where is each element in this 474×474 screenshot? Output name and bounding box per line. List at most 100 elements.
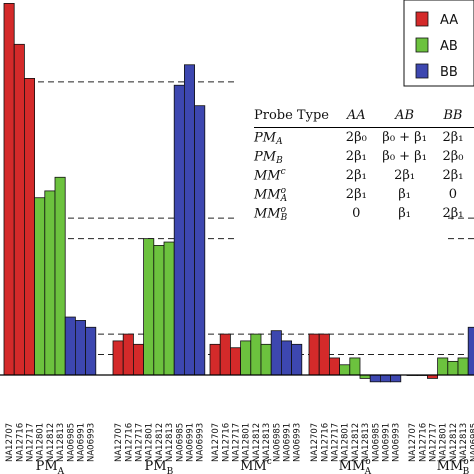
sample-tick-label: NA12717 — [26, 423, 36, 462]
bar — [240, 340, 252, 376]
table-row-label: MM o A — [254, 185, 335, 204]
bar — [183, 64, 195, 376]
bar — [457, 357, 469, 376]
sample-tick-label: NA12717 — [429, 423, 439, 462]
row-label-sub: B — [280, 212, 288, 223]
sample-tick-label: NA06985 — [469, 423, 474, 462]
table-header-ab: AB — [395, 108, 415, 123]
bar — [390, 374, 402, 383]
table-cell: 2β₀ — [442, 149, 464, 164]
table-row: MM o A 2β₁ β₁ 0 — [254, 185, 474, 204]
sample-tick-label: NA12813 — [262, 423, 272, 462]
table-cell: 2β₁ — [442, 130, 464, 145]
sample-tick-label: NA06991 — [283, 423, 293, 462]
sample-tick-label: NA12801 — [242, 423, 252, 462]
bar — [132, 343, 144, 376]
bar — [122, 333, 134, 376]
table-cell: β₀ + β₁ — [382, 130, 427, 145]
bar — [270, 330, 282, 376]
row-label-main: MM — [254, 187, 281, 202]
bar — [44, 190, 56, 376]
legend-swatch — [415, 11, 429, 27]
bar — [64, 316, 76, 376]
sample-tick-label: NA06993 — [196, 423, 206, 462]
bar — [75, 320, 87, 376]
table-row-label: MM o B — [254, 204, 335, 223]
table-cell: 2β₁ — [345, 149, 367, 164]
legend-box — [403, 0, 474, 87]
bar — [3, 3, 15, 376]
bar — [260, 343, 272, 376]
table-cell: β₁ — [398, 187, 411, 202]
bar — [291, 343, 303, 376]
sample-tick-label: NA12707 — [5, 423, 15, 462]
row-label-sub: B — [276, 155, 283, 166]
table-header-probe-type: Probe Type — [254, 108, 329, 123]
table-cell: 0 — [448, 187, 458, 202]
bar — [209, 343, 221, 376]
group-label: MMo B — [437, 457, 470, 474]
group-label: MMc — [240, 457, 272, 474]
group-label: PMA — [36, 459, 65, 474]
group-label: MMo A — [339, 457, 372, 474]
table-body: PM A 2β₀ β₀ + β₁ 2β₁ PM B 2β₁ β₀ + β₁ 2β₀ MM c 2β… — [254, 128, 474, 224]
sample-tick-label: NA12716 — [124, 423, 134, 462]
bar — [280, 340, 292, 376]
bar — [308, 333, 320, 376]
sample-tick-label: NA12716 — [320, 423, 330, 462]
sample-tick-label: NA12812 — [351, 423, 361, 462]
bar — [250, 333, 262, 376]
table-row: PM B 2β₁ β₀ + β₁ 2β₀ — [254, 147, 474, 166]
row-label-sup: o — [280, 185, 287, 196]
sample-tick-label: NA12801 — [341, 423, 351, 462]
legend-swatch — [415, 63, 429, 79]
sample-tick-label: NA12707 — [114, 423, 124, 462]
sample-tick-label: NA12801 — [36, 423, 46, 462]
table-row: PM A 2β₀ β₀ + β₁ 2β₁ — [254, 128, 474, 148]
bar — [54, 176, 66, 376]
row-label-main: PM — [254, 130, 277, 145]
sample-tick-labels: NA12707 NA12716 NA12717 NA12801 NA12812 NA128… — [5, 423, 474, 462]
bar — [219, 333, 231, 376]
bar — [163, 241, 175, 376]
table-cell: β₀ + β₁ — [382, 149, 427, 164]
bar — [339, 364, 351, 376]
sample-tick-label: NA12813 — [165, 423, 175, 462]
sample-tick-label: NA12716 — [221, 423, 231, 462]
sample-tick-label: NA06985 — [66, 423, 76, 462]
bar — [143, 238, 155, 376]
table-cell: 2β₁ — [345, 187, 367, 202]
table-cell: 2β₁ — [345, 168, 367, 183]
sample-tick-label: NA12717 — [331, 423, 341, 462]
bar — [369, 374, 381, 383]
sample-tick-label: NA12812 — [252, 423, 262, 462]
row-label-sup: o — [280, 204, 287, 215]
table-row-label: MM c — [254, 166, 335, 185]
table-header-bb: BB — [443, 108, 463, 123]
row-label-sub: A — [276, 136, 283, 147]
sample-tick-label: NA12717 — [135, 423, 145, 462]
table-header-aa: AA — [346, 108, 366, 123]
bar — [194, 105, 206, 376]
legend: AA AB BB — [403, 0, 474, 87]
bar — [85, 326, 97, 376]
group-label: PMB — [145, 459, 174, 474]
table-header-row: Probe Type AA AB BB — [254, 106, 474, 128]
table-cell: 2β₁ — [394, 168, 416, 183]
sample-tick-label: NA12812 — [155, 423, 165, 462]
bar — [437, 357, 449, 376]
bar — [13, 43, 25, 376]
row-label-sub — [281, 176, 286, 184]
sample-tick-label: NA12716 — [15, 423, 25, 462]
sample-tick-label: NA06985 — [371, 423, 381, 462]
bar — [328, 357, 340, 376]
group-labels: PMA PMB MMc MMo A MMo B — [36, 457, 470, 474]
table-row-label: PM B — [254, 147, 335, 166]
sample-tick-label: NA12707 — [408, 423, 418, 462]
row-label-main: MM — [254, 168, 281, 183]
row-label-main: MM — [254, 206, 281, 221]
bar — [467, 326, 474, 376]
bar — [447, 360, 459, 376]
sample-tick-label: NA06985 — [272, 423, 282, 462]
